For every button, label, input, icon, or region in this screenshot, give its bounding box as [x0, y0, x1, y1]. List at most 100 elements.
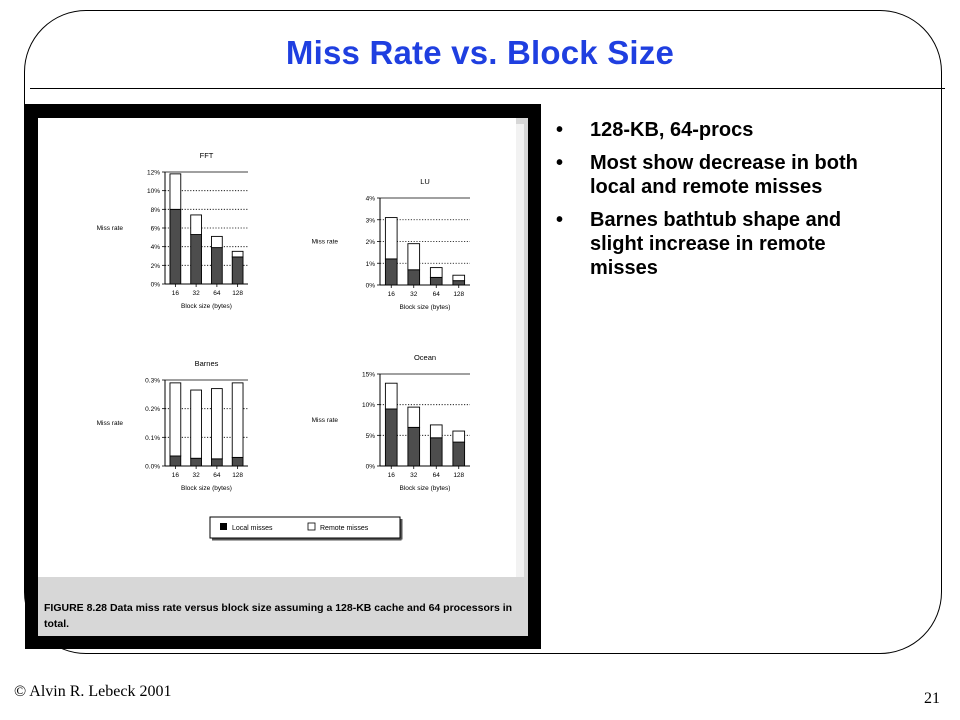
- legend-box: [209, 516, 401, 539]
- x-axis-label: Block size (bytes): [400, 485, 451, 492]
- slide-number: 21: [924, 690, 940, 707]
- y-tick-label: 2%: [151, 263, 161, 270]
- x-tick-label: 128: [453, 291, 464, 298]
- x-tick-label: 16: [172, 290, 180, 297]
- bullet-text: Most show decrease in both local and rem…: [590, 152, 858, 198]
- bar-remote-misses: [231, 382, 244, 458]
- footer-copyright: © Alvin R. Lebeck 2001: [14, 683, 172, 700]
- bar-remote-misses: [429, 424, 443, 439]
- bar-local-misses: [429, 276, 443, 286]
- chart-legend: Local misses Remote misses: [209, 516, 403, 541]
- x-tick-label: 32: [410, 291, 418, 298]
- legend-label-local: Local misses: [232, 525, 273, 532]
- bar-local-misses: [190, 234, 202, 285]
- figure-panel: [38, 118, 516, 577]
- chart-fft: 0% 2% 4% 6% 8% 10% 12% 16 32 64 128 FFT Block size (…: [97, 151, 248, 310]
- bullet-item: • Most show decrease in both local and re…: [556, 151, 886, 199]
- bar-local-misses: [452, 441, 466, 467]
- bar-local-misses: [452, 280, 466, 286]
- y-tick-label: 4%: [151, 244, 161, 251]
- bullet-item: • Barnes bathtub shape and slight increas…: [556, 208, 886, 280]
- x-tick-label: 64: [213, 472, 221, 479]
- x-tick-label: 16: [172, 472, 180, 479]
- x-axis-label: Block size (bytes): [400, 304, 451, 311]
- miss-rate-charts: Local misses Remote misses 0% 2% 4% 6% 8% 10%…: [97, 151, 470, 541]
- bar-remote-misses: [211, 235, 223, 249]
- bar-remote-misses: [384, 382, 398, 410]
- bar-local-misses: [211, 247, 223, 285]
- y-tick-label: 1%: [366, 261, 376, 268]
- y-axis-label: Miss rate: [312, 239, 339, 246]
- x-axis-label: Block size (bytes): [181, 485, 232, 492]
- y-tick-label: 12%: [147, 170, 160, 177]
- x-tick-label: 128: [232, 290, 243, 297]
- y-tick-label: 6%: [151, 226, 161, 233]
- x-tick-label: 64: [213, 290, 221, 297]
- bar-remote-misses: [407, 243, 421, 271]
- y-tick-label: 0%: [366, 464, 376, 471]
- slide-frame: [24, 10, 942, 654]
- y-tick-label: 4%: [366, 196, 376, 203]
- bar-remote-misses: [407, 406, 421, 428]
- x-tick-label: 16: [388, 472, 396, 479]
- bar-local-misses: [169, 455, 182, 467]
- bar-local-misses: [384, 408, 398, 467]
- bullet-glyph: •: [556, 152, 564, 174]
- chart-title: Barnes: [195, 359, 219, 368]
- bar-remote-misses: [190, 214, 202, 235]
- y-axis-label: Miss rate: [97, 420, 124, 427]
- x-tick-label: 32: [410, 472, 418, 479]
- x-tick-label: 32: [193, 290, 201, 297]
- y-tick-label: 0%: [366, 283, 376, 290]
- bar-remote-misses: [231, 250, 244, 258]
- y-tick-label: 0.3%: [145, 378, 160, 385]
- y-tick-label: 10%: [362, 402, 375, 409]
- bar-remote-misses: [169, 173, 182, 210]
- bar-local-misses: [190, 457, 202, 467]
- bar-remote-misses: [452, 274, 466, 282]
- bar-local-misses: [407, 269, 421, 286]
- x-tick-label: 128: [453, 472, 464, 479]
- bullet-glyph: •: [556, 119, 564, 141]
- bar-local-misses: [407, 426, 421, 467]
- chart-barnes: 0.0% 0.1% 0.2% 0.3% 16 32 64 128 Barnes Block siz…: [97, 359, 248, 492]
- x-tick-label: 64: [433, 472, 441, 479]
- y-tick-label: 8%: [151, 207, 161, 214]
- legend-swatch-remote: [307, 522, 316, 531]
- figure-scrollbar: [516, 124, 524, 577]
- x-axis-label: Block size (bytes): [181, 303, 232, 310]
- legend-swatch-local: [220, 523, 227, 530]
- x-tick-label: 16: [388, 291, 396, 298]
- bar-remote-misses: [190, 389, 202, 459]
- y-tick-label: 15%: [362, 372, 375, 379]
- bullet-glyph: •: [556, 209, 564, 231]
- chart-title: Ocean: [414, 353, 436, 362]
- y-axis-label: Miss rate: [312, 417, 339, 424]
- bar-local-misses: [231, 456, 244, 467]
- x-tick-label: 64: [433, 291, 441, 298]
- legend-label-remote: Remote misses: [320, 525, 369, 532]
- y-tick-label: 2%: [366, 239, 376, 246]
- chart-title: LU: [420, 177, 430, 186]
- title-rule: [30, 88, 945, 89]
- y-tick-label: 5%: [366, 433, 376, 440]
- bar-local-misses: [169, 208, 182, 285]
- bullet-text: Barnes bathtub shape and slight increase…: [590, 209, 842, 279]
- y-axis-label: Miss rate: [97, 225, 124, 232]
- bar-remote-misses: [384, 217, 398, 260]
- x-tick-label: 128: [232, 472, 243, 479]
- bar-remote-misses: [211, 388, 223, 460]
- bar-local-misses: [384, 258, 398, 286]
- bullet-item: • 128-KB, 64-procs: [556, 118, 886, 142]
- figure-caption: FIGURE 8.28 Data miss rate versus block …: [44, 602, 513, 630]
- bar-local-misses: [231, 256, 244, 285]
- x-tick-label: 32: [193, 472, 201, 479]
- y-tick-label: 0.2%: [145, 406, 160, 413]
- y-tick-label: 0.1%: [145, 435, 160, 442]
- bullet-list: • 128-KB, 64-procs • Most show decrease in…: [556, 118, 886, 289]
- y-tick-label: 0.0%: [145, 464, 160, 471]
- chart-ocean: 0% 5% 10% 15% 16 32 64 128 Ocean Block size (byte…: [312, 353, 470, 492]
- y-tick-label: 10%: [147, 188, 160, 195]
- y-tick-label: 3%: [366, 217, 376, 224]
- bar-local-misses: [211, 458, 223, 467]
